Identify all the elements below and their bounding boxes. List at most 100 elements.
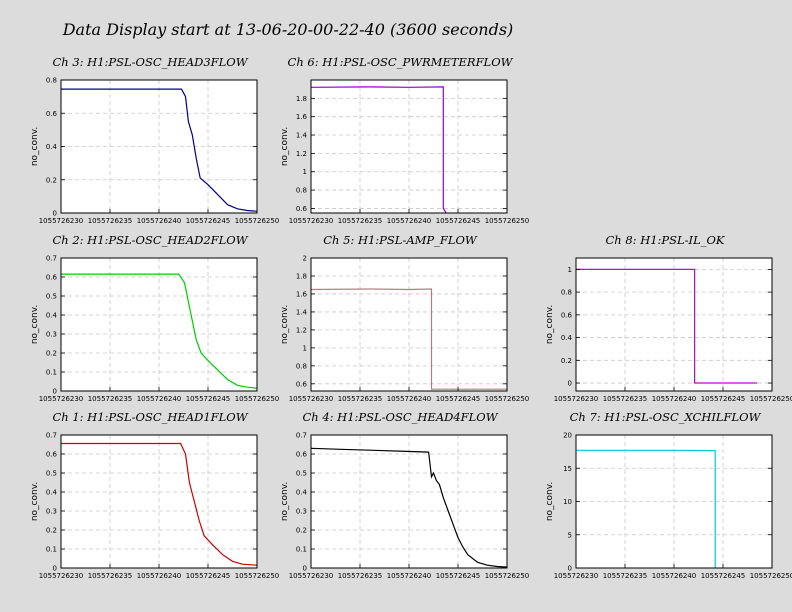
chart-panel-ch7: Ch 7: H1:PSL-OSC_XCHILFLOW 0 5 10 15 20 10557… — [545, 410, 792, 580]
x-tick-label: 1055726240 — [137, 572, 182, 580]
x-tick-label: 1055726230 — [289, 217, 334, 225]
x-tick-label: 1055726245 — [186, 395, 231, 403]
x-tick-label: 1055726250 — [235, 217, 280, 225]
y-tick-label: 0.3 — [296, 508, 307, 516]
y-tick-label: 0.4 — [561, 334, 573, 342]
x-tick-label: 1055726245 — [701, 572, 746, 580]
y-tick-label: 20 — [563, 432, 572, 440]
chart-panel-ch3: Ch 3: H1:PSL-OSC_HEAD3FLOW 0 0.2 0.4 0.6 0.8… — [30, 55, 279, 225]
page-title: Data Display start at 13-06-20-00-22-40 … — [62, 20, 514, 39]
chart-panel-ch5: Ch 5: H1:PSL-AMP_FLOW 0.6 0.8 1 1.2 1.4 1.6 1.… — [280, 233, 529, 403]
y-tick-label: 0.7 — [46, 255, 57, 263]
y-tick-label: 10 — [563, 498, 572, 506]
x-tick-label: 1055726235 — [88, 395, 133, 403]
y-tick-label: 0.4 — [296, 489, 308, 497]
x-tick-label: 1055726230 — [39, 395, 84, 403]
y-tick-label: 0 — [53, 388, 57, 396]
x-tick-label: 1055726235 — [603, 395, 648, 403]
chart-svg: 0 0.1 0.2 0.3 0.4 0.5 0.6 0.7 1055726230 10557262… — [30, 432, 279, 581]
series-line — [310, 86, 447, 214]
x-tick-label: 1055726245 — [436, 217, 481, 225]
chart-svg: 0 5 10 15 20 1055726230 1055726235 1055726240 10… — [545, 432, 792, 581]
x-tick-label: 1055726235 — [338, 395, 383, 403]
y-tick-label: 0.5 — [46, 470, 57, 478]
x-tick-label: 1055726230 — [289, 572, 334, 580]
y-tick-label: 0.5 — [296, 470, 307, 478]
chart-title: Ch 4: H1:PSL-OSC_HEAD4FLOW — [302, 410, 498, 424]
y-axis-label: no_conv. — [280, 127, 290, 166]
y-axis-label: no_conv. — [545, 482, 555, 521]
y-tick-label: 0.1 — [46, 546, 57, 554]
chart-title: Ch 8: H1:PSL-IL_OK — [605, 233, 725, 247]
chart-title: Ch 2: H1:PSL-OSC_HEAD2FLOW — [52, 233, 248, 247]
x-tick-label: 1055726240 — [137, 395, 182, 403]
series-line — [576, 268, 758, 384]
y-axis-label: no_conv. — [280, 305, 290, 344]
series-line — [310, 288, 507, 390]
y-tick-label: 0.7 — [46, 432, 57, 440]
chart-title: Ch 5: H1:PSL-AMP_FLOW — [323, 233, 477, 247]
x-tick-label: 1055726245 — [186, 572, 231, 580]
series-line — [61, 442, 258, 566]
x-tick-label: 1055726250 — [750, 572, 792, 580]
y-tick-label: 0.3 — [46, 508, 57, 516]
y-tick-label: 15 — [563, 465, 572, 473]
x-tick-label: 1055726250 — [485, 395, 530, 403]
y-tick-label: 0.8 — [296, 362, 307, 370]
x-tick-label: 1055726240 — [137, 217, 182, 225]
x-tick-label: 1055726250 — [235, 572, 280, 580]
x-tick-label: 1055726235 — [603, 572, 648, 580]
y-tick-label: 0.5 — [46, 293, 57, 301]
y-tick-label: 0.7 — [296, 432, 307, 440]
y-tick-label: 1.8 — [296, 95, 307, 103]
chart-svg: 0 0.1 0.2 0.3 0.4 0.5 0.6 0.7 1055726230 10557262… — [280, 432, 529, 581]
y-tick-label: 0.1 — [46, 369, 57, 377]
y-tick-label: 0.4 — [46, 312, 58, 320]
y-axis-label: no_conv. — [30, 482, 40, 521]
y-tick-label: 0.4 — [46, 489, 58, 497]
x-tick-label: 1055726240 — [387, 395, 432, 403]
chart-svg: 0 0.1 0.2 0.3 0.4 0.5 0.6 0.7 1055726230 10557262… — [30, 255, 279, 404]
x-tick-label: 1055726235 — [338, 572, 383, 580]
x-tick-label: 1055726250 — [485, 217, 530, 225]
y-tick-label: 0.2 — [46, 176, 57, 184]
chart-title: Ch 3: H1:PSL-OSC_HEAD3FLOW — [52, 55, 248, 69]
x-tick-label: 1055726245 — [436, 572, 481, 580]
x-tick-label: 1055726230 — [289, 395, 334, 403]
x-tick-label: 1055726235 — [88, 572, 133, 580]
y-tick-label: 1 — [303, 344, 307, 352]
y-tick-label: 0.6 — [296, 451, 308, 459]
y-tick-label: 0.6 — [46, 274, 58, 282]
x-tick-label: 1055726235 — [88, 217, 133, 225]
x-tick-label: 1055726240 — [387, 572, 432, 580]
y-tick-label: 0.4 — [46, 143, 58, 151]
x-tick-label: 1055726245 — [186, 217, 231, 225]
y-axis-label: no_conv. — [545, 305, 555, 344]
y-tick-label: 0.6 — [561, 311, 573, 319]
chart-svg: 0.6 0.8 1 1.2 1.4 1.6 1.8 2 1055726230 1055726235… — [280, 255, 529, 404]
x-tick-label: 1055726250 — [750, 395, 792, 403]
x-tick-label: 1055726250 — [485, 572, 530, 580]
x-tick-label: 1055726230 — [39, 217, 84, 225]
y-tick-label: 0.6 — [46, 451, 58, 459]
series-line — [61, 273, 258, 389]
x-tick-label: 1055726230 — [554, 395, 599, 403]
y-axis-label: no_conv. — [30, 305, 40, 344]
y-tick-label: 0.6 — [46, 110, 58, 118]
y-tick-label: 0 — [303, 565, 307, 573]
y-tick-label: 1.8 — [296, 272, 307, 280]
y-tick-label: 0.2 — [46, 527, 57, 535]
x-tick-label: 1055726240 — [652, 395, 697, 403]
chart-title: Ch 1: H1:PSL-OSC_HEAD1FLOW — [52, 410, 248, 424]
x-tick-label: 1055726245 — [701, 395, 746, 403]
y-tick-label: 0.8 — [296, 187, 307, 195]
chart-svg: 0.6 0.8 1 1.2 1.4 1.6 1.8 1055726230 1055726235 1… — [280, 79, 529, 225]
x-tick-label: 1055726245 — [436, 395, 481, 403]
series-line — [61, 88, 258, 212]
y-tick-label: 1.4 — [296, 132, 308, 140]
chart-svg: 0 0.2 0.4 0.6 0.8 1 1055726230 1055726235 105572… — [545, 257, 792, 403]
y-tick-label: 0.8 — [46, 77, 57, 85]
chart-panel-ch1: Ch 1: H1:PSL-OSC_HEAD1FLOW 0 0.1 0.2 0.3 0.4… — [30, 410, 279, 580]
y-tick-label: 0 — [568, 565, 572, 573]
x-tick-label: 1055726240 — [652, 572, 697, 580]
